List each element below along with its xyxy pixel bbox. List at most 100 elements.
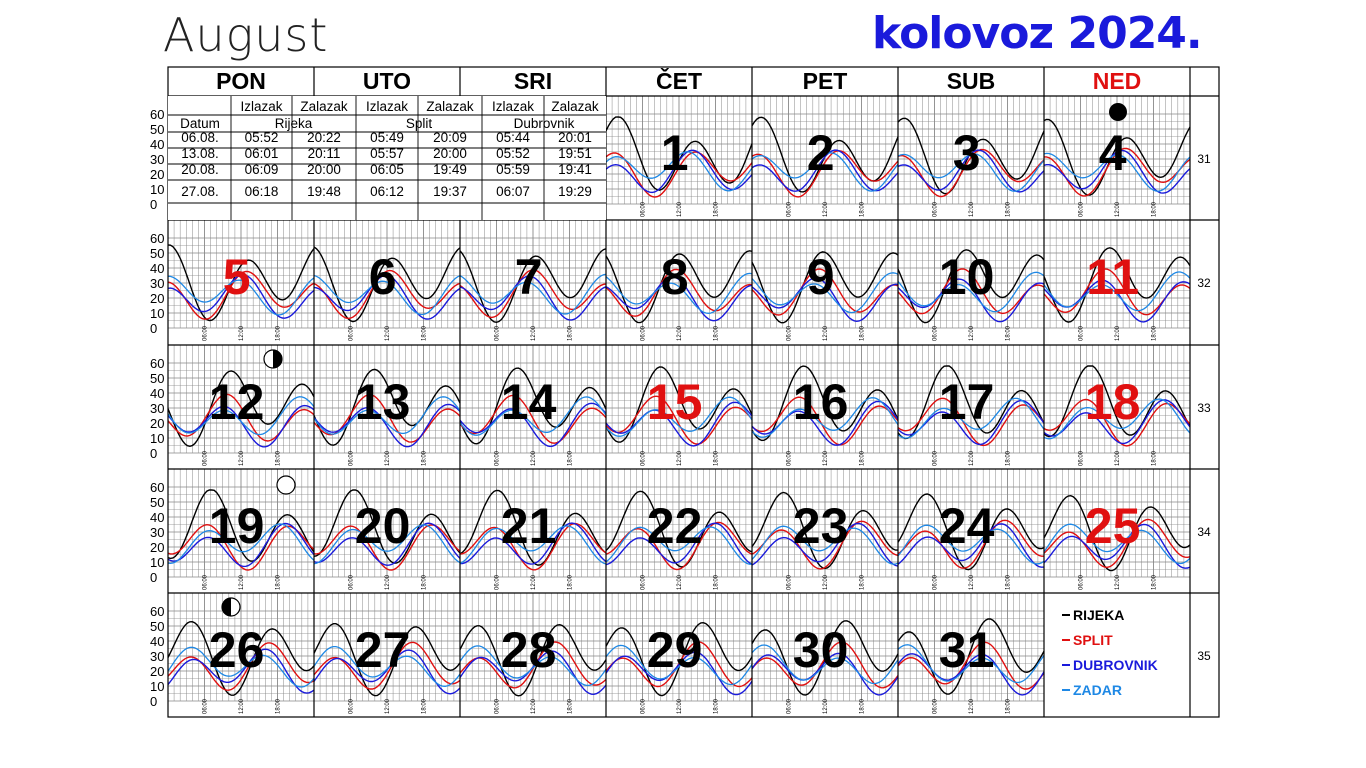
tide-curve — [897, 117, 1045, 195]
week-number: 32 — [1197, 276, 1211, 290]
time-tick: 18:00 — [714, 450, 720, 466]
time-tick: 12:00 — [1115, 450, 1121, 466]
y-axis-label: 0 — [150, 446, 157, 461]
tide-curve — [751, 522, 899, 567]
time-tick: 18:00 — [860, 698, 866, 714]
y-axis-label: 0 — [150, 197, 157, 212]
weekday-1: UTO — [363, 68, 411, 94]
tide-curve — [751, 525, 899, 565]
time-tick: 18:00 — [714, 574, 720, 590]
time-tick: 12:00 — [239, 698, 245, 714]
time-tick: 18:00 — [860, 450, 866, 466]
time-tick: 12:00 — [969, 201, 975, 217]
tide-curve — [897, 618, 1045, 695]
y-axis-label: 50 — [150, 495, 164, 510]
tide-curve — [897, 365, 1045, 440]
title-croatian: kolovoz 2024. — [872, 8, 1203, 59]
day-number: 8 — [661, 249, 689, 305]
tide-curve — [751, 272, 899, 314]
y-axis-label: 60 — [150, 231, 164, 246]
time-tick: 06:00 — [349, 574, 355, 590]
legend-item: DUBROVNIK — [1073, 657, 1158, 673]
tide-curve — [313, 396, 461, 435]
sun-header: Izlazak — [492, 99, 534, 114]
time-tick: 12:00 — [385, 574, 391, 590]
tide-curve — [167, 620, 315, 696]
tide-curve — [897, 523, 1045, 568]
tide-curve — [459, 394, 607, 444]
sun-table: Izlazak Zalazak Izlazak Zalazak Izlazak Zalaz… — [168, 96, 606, 220]
time-tick: 12:00 — [677, 450, 683, 466]
tide-curve — [167, 523, 315, 565]
day-number: 12 — [209, 374, 265, 430]
title-english: August — [163, 8, 329, 62]
day-number: 18 — [1085, 374, 1141, 430]
time-tick: 12:00 — [239, 325, 245, 341]
y-axis-label: 40 — [150, 634, 164, 649]
day-number: 3 — [953, 125, 981, 181]
day-number: 13 — [355, 374, 411, 430]
time-tick: 06:00 — [1079, 450, 1085, 466]
time-tick: 06:00 — [203, 574, 209, 590]
time-tick: 12:00 — [531, 450, 537, 466]
time-tick: 18:00 — [422, 574, 428, 590]
sun-cell: 05:57 — [370, 146, 404, 161]
tide-curve — [897, 653, 1045, 696]
tide-curve — [1043, 152, 1191, 192]
y-axis-label: 10 — [150, 182, 164, 197]
time-tick: 18:00 — [1006, 325, 1012, 341]
tide-curve — [1043, 149, 1191, 194]
tide-curve — [1043, 365, 1191, 438]
time-tick: 18:00 — [1006, 450, 1012, 466]
tide-curve — [459, 623, 607, 697]
day-number: 22 — [647, 498, 703, 554]
tide-curve — [167, 648, 315, 694]
time-tick: 06:00 — [787, 574, 793, 590]
legend-item: RIJEKA — [1073, 607, 1124, 623]
day-number: 24 — [939, 498, 995, 554]
time-tick: 12:00 — [823, 325, 829, 341]
chart-gridlines — [168, 96, 1190, 702]
time-tick: 18:00 — [276, 450, 282, 466]
day-number: 6 — [369, 249, 397, 305]
sun-cell: 06:07 — [496, 184, 530, 199]
time-tick: 12:00 — [823, 201, 829, 217]
time-tick: 06:00 — [787, 201, 793, 217]
tide-curve — [897, 493, 1045, 571]
weekday-6: NED — [1093, 68, 1142, 94]
tide-curve — [605, 644, 753, 686]
day-number: 2 — [807, 125, 835, 181]
time-tick: 06:00 — [787, 698, 793, 714]
y-axis-label: 20 — [150, 167, 164, 182]
sun-header: Izlazak — [240, 99, 282, 114]
time-tick: 18:00 — [568, 574, 574, 590]
y-axis-label: 20 — [150, 416, 164, 431]
time-tick: 12:00 — [385, 698, 391, 714]
y-axis-label: 30 — [150, 525, 164, 540]
sun-table-bg — [168, 96, 606, 220]
sun-cell: 19:48 — [307, 184, 341, 199]
tide-curve — [1043, 399, 1191, 445]
sun-cell: 19:37 — [433, 184, 467, 199]
tide-curve — [1043, 398, 1191, 440]
tide-curve — [313, 274, 461, 320]
moon-last-quarter-icon — [221, 597, 241, 617]
legend-item: ZADAR — [1073, 682, 1122, 698]
tide-curve — [167, 270, 315, 320]
sun-cell: 20:01 — [558, 130, 592, 145]
tide-curve — [897, 524, 1045, 565]
tide-curve — [313, 623, 461, 697]
tide-curve — [167, 523, 315, 571]
tide-curve — [459, 273, 607, 315]
time-tick: 18:00 — [276, 574, 282, 590]
tide-curve — [751, 152, 899, 192]
tide-curve — [897, 519, 1044, 569]
y-axis-label: 40 — [150, 386, 164, 401]
tide-curve — [459, 525, 607, 565]
time-tick: 18:00 — [860, 574, 866, 590]
sun-cell: 05:52 — [245, 130, 279, 145]
y-axis-label: 50 — [150, 122, 164, 137]
tide-curve — [897, 644, 1045, 684]
tide-curve — [751, 644, 899, 685]
time-tick: 18:00 — [1006, 698, 1012, 714]
